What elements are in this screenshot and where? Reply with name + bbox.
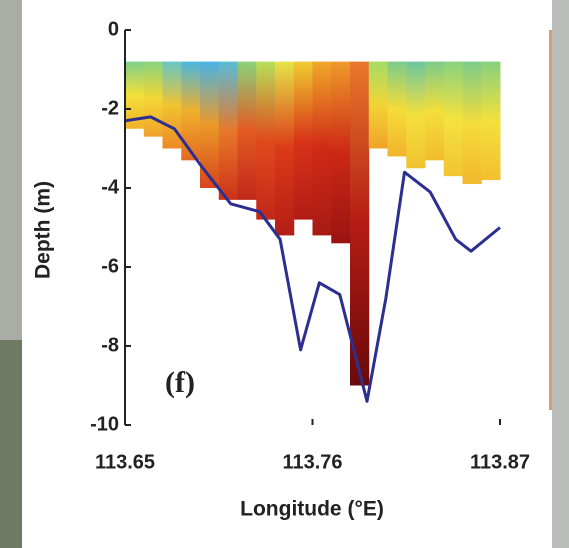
background-photo	[0, 340, 22, 548]
section-cell	[406, 62, 425, 169]
section-cell	[369, 62, 388, 149]
section-cell	[481, 62, 500, 181]
section-cell	[313, 62, 332, 236]
y-tick-label: -8	[101, 334, 119, 356]
y-tick-label: -2	[101, 97, 119, 119]
section-cell	[463, 62, 482, 184]
colorbar-edge	[549, 30, 552, 410]
panel-label: (f)	[165, 366, 195, 399]
section-cell	[238, 62, 257, 200]
section-cell	[219, 62, 238, 200]
section-cell	[294, 62, 313, 220]
section-cell	[425, 62, 444, 161]
section-cell	[181, 62, 200, 161]
section-cell	[144, 62, 163, 137]
section-cell	[331, 62, 350, 244]
x-tick-label: 113.76	[282, 451, 342, 473]
y-tick-label: -10	[90, 413, 119, 435]
y-tick-label: -4	[101, 176, 120, 198]
y-tick-label: -6	[101, 255, 119, 277]
x-tick-label: 113.87	[470, 451, 530, 473]
x-tick-label: 113.65	[95, 451, 155, 473]
y-axis-label: Depth (m)	[32, 181, 55, 279]
section-cell	[256, 62, 275, 220]
y-tick-label: 0	[108, 18, 119, 40]
x-axis-label: Longitude (°E)	[240, 498, 384, 521]
section-cell	[350, 62, 369, 386]
section-cell	[275, 62, 294, 236]
section-cell	[388, 62, 407, 157]
section-cell	[444, 62, 463, 177]
